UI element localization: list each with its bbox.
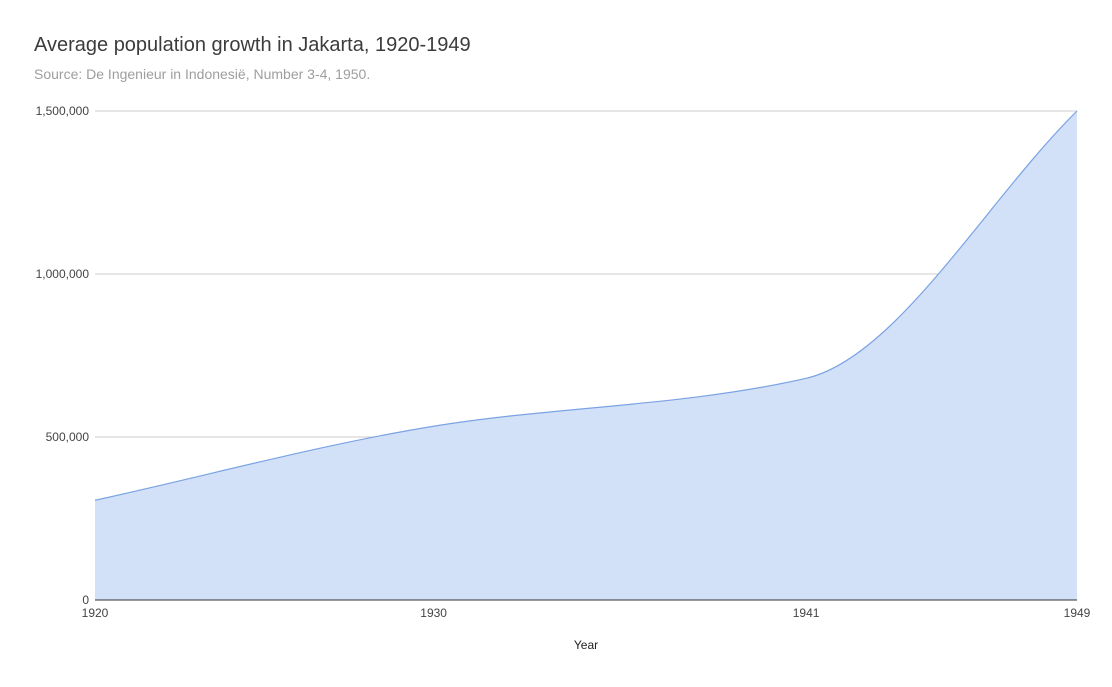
y-axis-ticks: 0 500,000 1,000,000 1,500,000 [36,104,90,607]
area-fill [95,111,1077,600]
y-tick-label: 0 [82,593,89,607]
chart-title: Average population growth in Jakarta, 19… [34,34,471,56]
chart-subtitle: Source: De Ingenieur in Indonesië, Numbe… [34,66,371,82]
y-tick-label: 1,000,000 [36,267,90,281]
x-tick-label: 1920 [82,606,109,620]
y-tick-label: 500,000 [46,430,90,444]
x-axis-title: Year [574,638,598,652]
x-tick-label: 1949 [1064,606,1091,620]
x-tick-label: 1941 [793,606,820,620]
x-tick-label: 1930 [420,606,447,620]
x-axis-ticks: 1920 1930 1941 1949 [82,606,1091,620]
y-tick-label: 1,500,000 [36,104,90,118]
series-line [94,110,1078,501]
